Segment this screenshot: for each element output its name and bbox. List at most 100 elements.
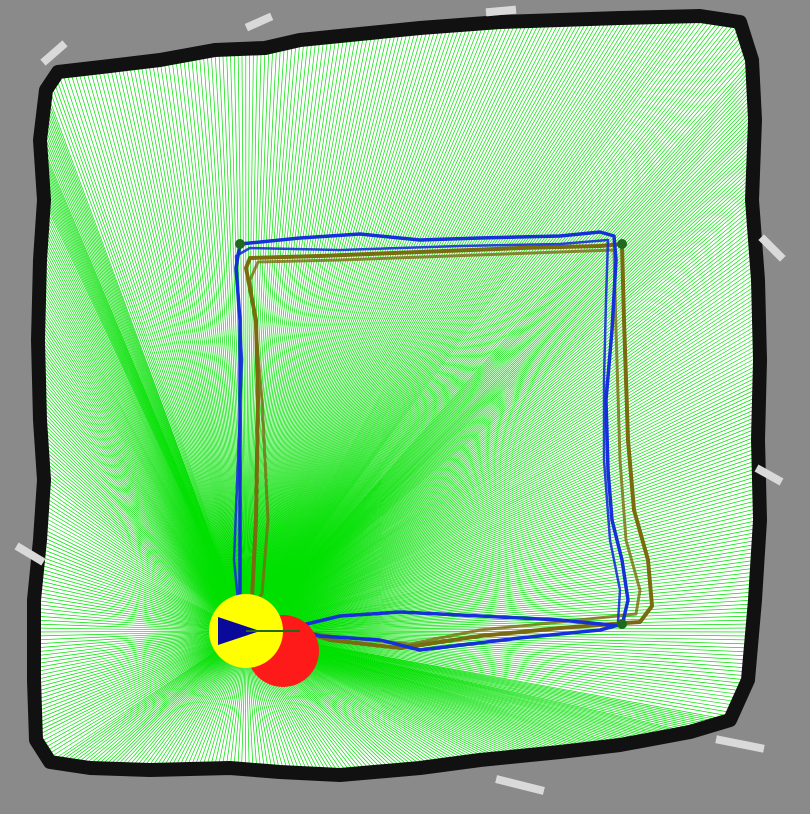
laser-ray <box>245 55 752 632</box>
laser-ray <box>245 495 760 632</box>
laser-ray <box>245 630 737 706</box>
laser-ray <box>245 203 753 632</box>
laser-ray <box>245 211 754 632</box>
laser-ray <box>34 630 247 713</box>
laser-ray <box>245 15 701 632</box>
laser-ray <box>37 335 247 632</box>
laser-ray <box>109 65 247 632</box>
laser-ray <box>245 22 497 632</box>
laser-ray <box>245 24 465 632</box>
laser-ray <box>43 487 247 632</box>
laser-ray <box>47 630 247 760</box>
laser-ray <box>245 199 753 632</box>
laser-ray <box>245 303 759 632</box>
laser-ray <box>40 435 247 632</box>
laser-ray <box>245 239 756 632</box>
laser-ray <box>245 407 759 632</box>
laser-ray <box>245 48 258 632</box>
laser-ray <box>245 519 761 632</box>
waypoint-marker[interactable] <box>235 239 245 249</box>
laser-ray <box>245 323 760 632</box>
laser-ray <box>245 18 601 632</box>
laser-ray <box>245 379 760 632</box>
laser-ray <box>245 19 573 632</box>
laser-ray <box>245 63 753 632</box>
laser-ray <box>245 251 757 632</box>
laser-ray <box>34 630 247 709</box>
laser-ray <box>35 630 247 729</box>
laser-ray <box>245 18 609 632</box>
laser-ray <box>245 23 481 632</box>
laser-ray <box>38 315 247 632</box>
laser-ray <box>245 630 734 714</box>
laser-ray <box>245 243 756 632</box>
laser-ray <box>245 375 760 632</box>
laser-ray <box>245 19 569 632</box>
laser-ray <box>40 527 247 632</box>
laser-ray <box>245 33 361 632</box>
laser-ray <box>245 19 585 632</box>
laser-ray <box>38 383 247 632</box>
laser-ray <box>245 579 757 632</box>
laser-ray <box>38 303 247 632</box>
wall-noise <box>14 5 786 795</box>
laser-ray <box>245 171 754 632</box>
laser-ray <box>245 291 759 632</box>
laser-ray <box>245 15 697 632</box>
laser-ray <box>35 630 247 725</box>
laser-ray <box>245 79 754 632</box>
laser-ray <box>245 187 753 632</box>
laser-ray <box>245 43 285 632</box>
laser-ray <box>245 399 760 632</box>
laser-ray <box>245 155 754 632</box>
laser-ray <box>245 523 760 632</box>
laser-ray <box>241 48 247 632</box>
laser-ray <box>245 507 760 632</box>
laser-ray <box>245 48 262 632</box>
laser-ray <box>38 363 247 632</box>
laser-ray <box>245 207 753 632</box>
laser-ray <box>245 20 529 632</box>
laser-ray <box>245 271 758 632</box>
laser-ray <box>245 18 605 632</box>
laser-ray <box>40 247 247 632</box>
laser-ray <box>38 311 247 632</box>
laser-ray <box>35 630 247 717</box>
laser-ray <box>245 275 758 632</box>
laser-ray <box>222 49 247 632</box>
laser-ray <box>65 70 247 632</box>
laser-ray <box>245 311 759 632</box>
laser-ray <box>245 351 760 632</box>
planned-path <box>234 230 630 652</box>
laser-ray <box>151 60 247 632</box>
waypoint-marker[interactable] <box>617 239 627 249</box>
laser-ray <box>195 53 247 632</box>
laser-ray <box>245 52 750 632</box>
laser-ray <box>38 367 247 632</box>
laser-ray <box>39 415 247 632</box>
laser-ray <box>245 363 761 632</box>
laser-ray <box>245 539 759 632</box>
laser-ray <box>245 630 740 699</box>
laser-ray <box>245 95 755 632</box>
laser-ray <box>245 17 625 632</box>
laser-ray <box>245 287 759 632</box>
laser-ray <box>43 483 247 632</box>
laser-ray <box>245 20 549 632</box>
laser-ray <box>245 20 541 632</box>
laser-ray <box>245 215 754 632</box>
laser-ray <box>45 89 247 632</box>
laser-ray <box>245 21 737 632</box>
laser-ray <box>245 135 755 632</box>
laser-ray <box>57 71 247 632</box>
laser-ray <box>245 16 709 632</box>
laser-ray <box>245 319 760 632</box>
waypoint-marker[interactable] <box>617 619 627 629</box>
laser-ray <box>37 630 247 744</box>
laser-ray <box>245 179 753 632</box>
laser-ray <box>245 25 449 632</box>
laser-ray <box>40 523 247 632</box>
laser-ray <box>245 503 760 632</box>
